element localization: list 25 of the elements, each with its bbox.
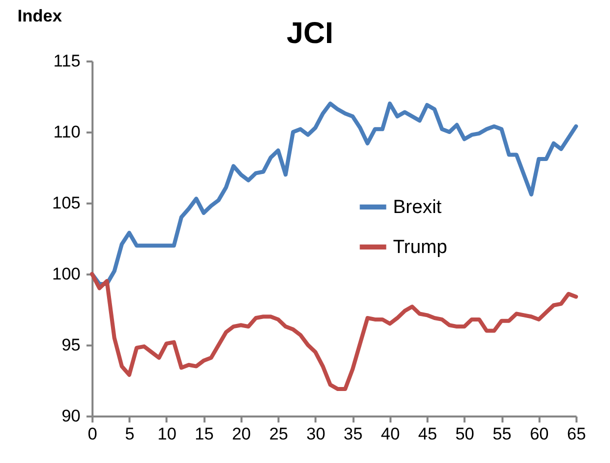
y-tick-label: 110	[53, 122, 80, 142]
x-tick-label: 60	[530, 424, 549, 444]
x-tick-label: 50	[455, 424, 474, 444]
y-tick-label: 100	[52, 264, 80, 284]
x-tick-label: 20	[232, 424, 251, 444]
x-tick-label: 15	[194, 424, 214, 444]
y-axis-title: Index	[18, 6, 62, 26]
legend-label: Brexit	[393, 197, 442, 218]
line-series	[90, 272, 578, 392]
y-tick-label: 90	[62, 406, 80, 426]
x-tick-label: 65	[567, 424, 586, 444]
legend-label: Trump	[393, 237, 448, 258]
y-tick-label: 95	[62, 336, 80, 354]
x-tick-label: 25	[269, 424, 288, 444]
x-tick-label: 30	[306, 424, 326, 444]
x-tick-label: 55	[492, 424, 512, 444]
x-tick-label: 10	[158, 424, 176, 444]
x-tick-label: 40	[380, 424, 400, 444]
x-tick-label: 35	[344, 424, 363, 444]
y-tick-label: 105	[52, 194, 80, 212]
chart-title: JCI	[286, 17, 334, 50]
x-tick-label: 5	[124, 424, 134, 444]
y-tick-label: 115	[53, 52, 80, 70]
x-tick-label: 45	[418, 424, 438, 444]
x-tick-label: 0	[88, 424, 98, 444]
